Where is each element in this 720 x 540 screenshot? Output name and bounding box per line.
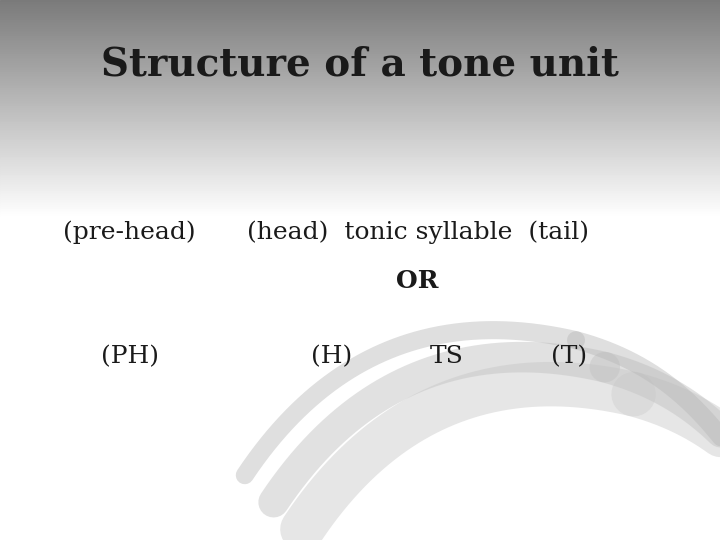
Text: TS: TS xyxy=(429,345,464,368)
Text: OR: OR xyxy=(396,269,439,293)
Text: (H): (H) xyxy=(310,345,352,368)
Text: Structure of a tone unit: Structure of a tone unit xyxy=(101,46,619,84)
Text: (PH): (PH) xyxy=(101,345,158,368)
Text: (head)  tonic syllable  (tail): (head) tonic syllable (tail) xyxy=(246,220,588,244)
Text: (pre-head): (pre-head) xyxy=(63,220,196,244)
Text: (T): (T) xyxy=(551,345,587,368)
